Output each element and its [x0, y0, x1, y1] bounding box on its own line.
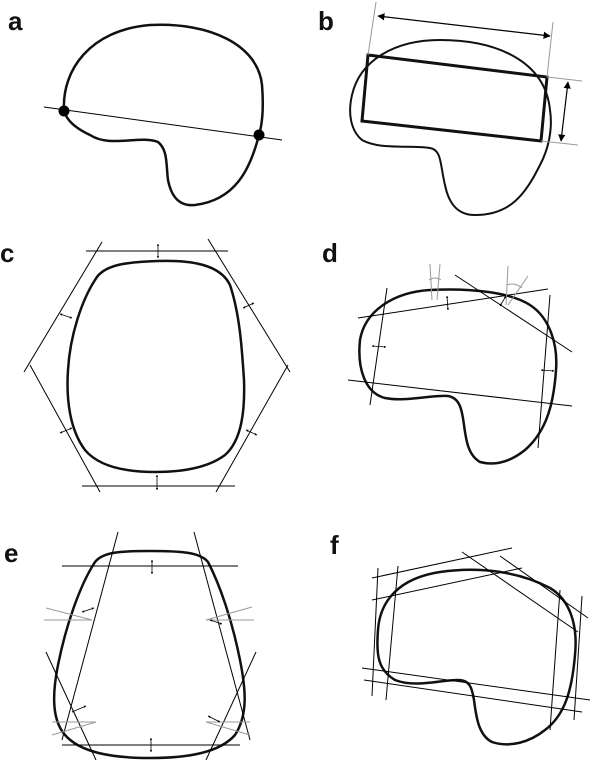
- outline-shape-a: [62, 23, 265, 207]
- distance-marker: [207, 715, 221, 723]
- angle-arc: [428, 277, 442, 281]
- distance-marker: [71, 705, 87, 713]
- outline-shape-c: [66, 259, 246, 474]
- distance-marker: [209, 619, 223, 625]
- angle-indicator: [505, 265, 509, 306]
- angle-indicator: [436, 263, 441, 301]
- tangent-line: [363, 679, 583, 713]
- outline-shape-e: [52, 549, 246, 760]
- panel-label-a: a: [8, 6, 23, 36]
- tangent-line: [361, 667, 591, 701]
- panel-label-c: c: [0, 238, 15, 268]
- panel-e: [44, 531, 257, 761]
- tangent-line: [454, 274, 573, 353]
- extension-line: [546, 21, 554, 78]
- tangent-line: [45, 651, 97, 761]
- tangent-line: [573, 595, 583, 721]
- tangent-line: [499, 555, 589, 619]
- panel-label-f: f: [330, 530, 339, 560]
- distance-marker: [59, 427, 73, 434]
- axis-line-a: [43, 106, 283, 141]
- landmark-point-left: [58, 105, 70, 117]
- tangent-line: [215, 364, 289, 493]
- tangent-line: [193, 531, 251, 741]
- width-arrow: [377, 13, 551, 39]
- tangent-line: [461, 551, 579, 633]
- panel-label-b: b: [318, 6, 334, 36]
- distance-marker: [540, 368, 555, 373]
- tangent-line: [23, 241, 103, 373]
- tangent-line: [371, 567, 379, 697]
- distance-marker: [499, 295, 507, 307]
- panel-b: [349, 1, 583, 217]
- panel-c: [23, 238, 291, 493]
- distance-marker: [371, 344, 387, 349]
- height-arrow: [558, 81, 571, 142]
- tangent-line: [549, 589, 561, 731]
- tangent-line: [357, 288, 549, 319]
- tangent-line: [205, 651, 257, 761]
- distance-marker: [81, 607, 95, 613]
- extension-line: [546, 76, 583, 82]
- angle-indicator: [429, 263, 433, 301]
- tangent-line: [371, 547, 513, 579]
- tangent-line: [385, 565, 399, 701]
- angle-indicator: [51, 721, 97, 736]
- extension-line: [540, 140, 579, 146]
- bounding-rectangle: [360, 53, 549, 143]
- tangent-line: [347, 379, 573, 407]
- distance-marker: [245, 429, 258, 436]
- panel-label-e: e: [4, 538, 19, 568]
- angle-indicator: [507, 275, 529, 306]
- panel-d: [347, 263, 573, 465]
- outline-shape-f: [376, 568, 577, 746]
- tangent-line: [371, 567, 523, 601]
- angle-indicator: [205, 606, 253, 621]
- angle-arc: [506, 283, 523, 289]
- outline-shape-d: [358, 288, 558, 465]
- distance-marker: [59, 313, 73, 319]
- distance-marker: [242, 302, 255, 309]
- outline-shape-b: [349, 38, 552, 217]
- landmark-point-right: [253, 129, 265, 141]
- angle-indicator: [45, 607, 93, 621]
- distance-marker: [445, 295, 450, 311]
- tangent-line: [29, 364, 101, 493]
- extension-line: [367, 1, 377, 56]
- panel-label-d: d: [322, 238, 338, 268]
- tangent-line: [61, 531, 119, 741]
- panel-a: [43, 23, 283, 207]
- angle-indicator: [205, 721, 251, 736]
- panel-f: [361, 547, 591, 746]
